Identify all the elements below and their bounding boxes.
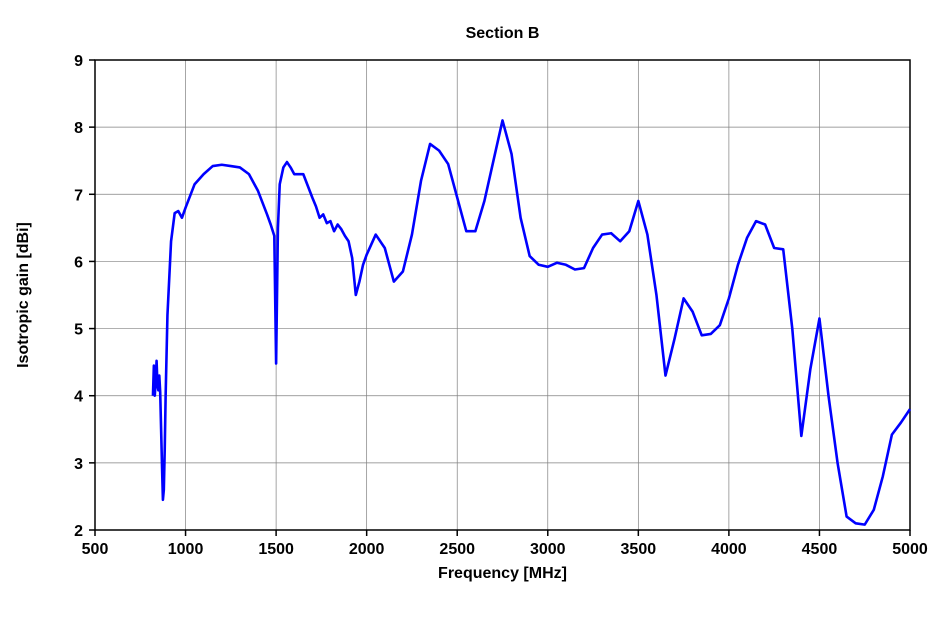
y-tick-label: 4 xyxy=(74,389,83,406)
y-tick-label: 6 xyxy=(74,254,83,271)
x-tick-label: 3500 xyxy=(621,541,657,558)
y-tick-label: 8 xyxy=(74,120,83,137)
chart-svg: 500100015002000250030003500400045005000 … xyxy=(0,0,946,619)
x-tick-label: 2000 xyxy=(349,541,385,558)
y-tick-label: 7 xyxy=(74,187,83,204)
x-tick-label: 5000 xyxy=(892,541,928,558)
x-tick-label: 1500 xyxy=(258,541,294,558)
x-tick-label: 4500 xyxy=(802,541,838,558)
canvas-bg xyxy=(0,0,946,619)
chart-title: Section B xyxy=(466,25,540,42)
chart-container: 500100015002000250030003500400045005000 … xyxy=(0,0,946,619)
y-axis-label: Isotropic gain [dBi] xyxy=(15,222,32,368)
x-tick-label: 500 xyxy=(82,541,109,558)
y-tick-label: 5 xyxy=(74,322,83,339)
y-tick-label: 9 xyxy=(74,53,83,70)
x-tick-label: 2500 xyxy=(439,541,475,558)
x-tick-label: 3000 xyxy=(530,541,566,558)
x-axis-label: Frequency [MHz] xyxy=(438,565,567,582)
y-tick-label: 2 xyxy=(74,523,83,540)
x-tick-label: 1000 xyxy=(168,541,204,558)
x-tick-label: 4000 xyxy=(711,541,747,558)
y-tick-label: 3 xyxy=(74,456,83,473)
